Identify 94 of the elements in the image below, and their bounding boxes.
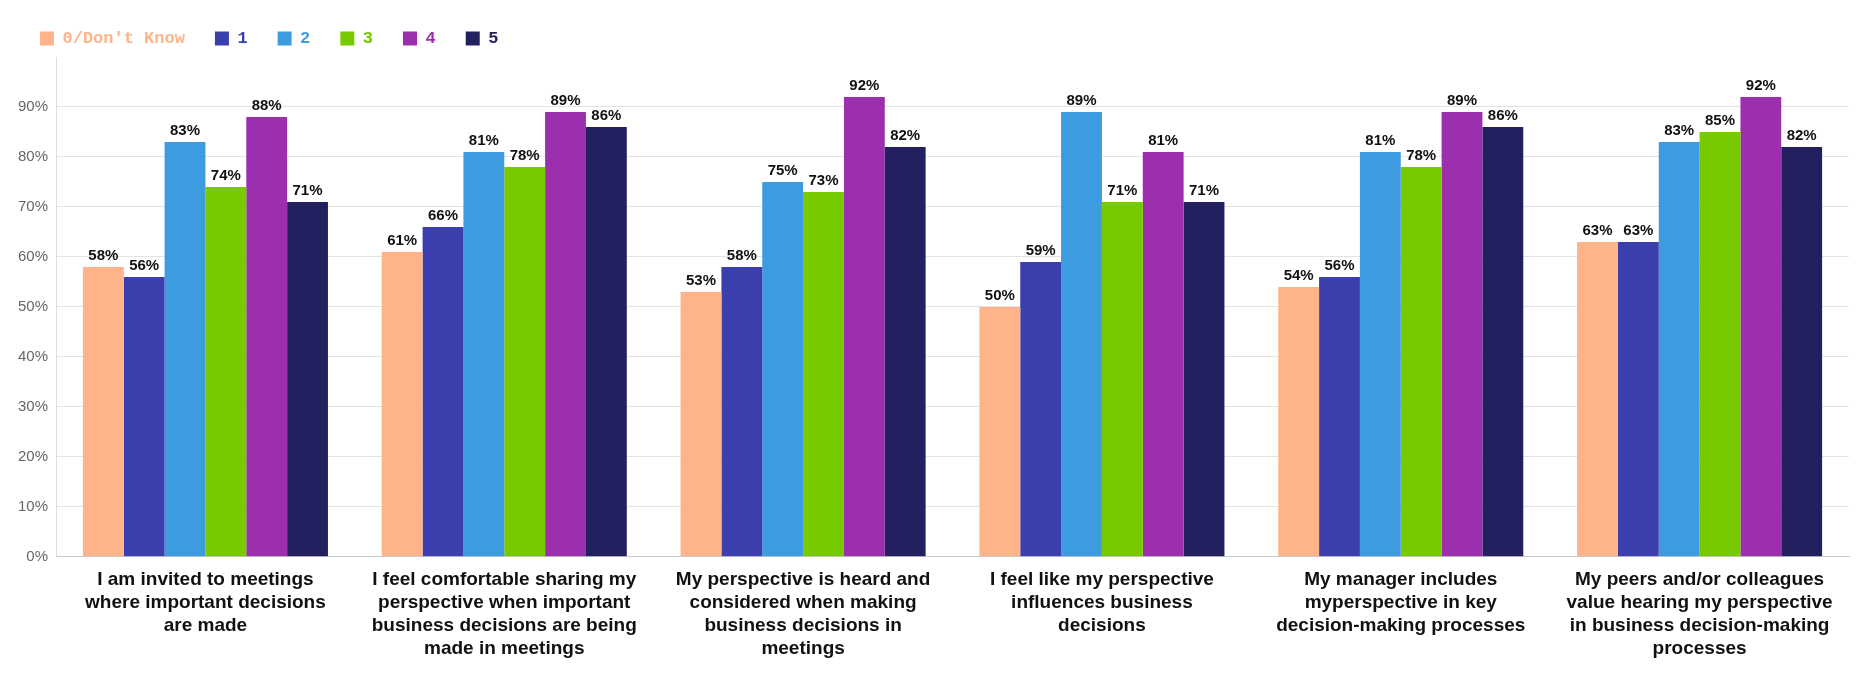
data-label: 85% (1704, 110, 1736, 128)
data-label: 89% (550, 90, 581, 108)
bar (82, 266, 124, 557)
data-label: 66% (427, 205, 459, 223)
x-tick-label: My manager includes myperspective in key decision-making processes (1276, 568, 1526, 636)
bar (123, 276, 165, 557)
data-label: 71% (1189, 180, 1220, 198)
data-label: 71% (292, 180, 323, 198)
data-label: 73% (808, 170, 839, 188)
y-tick-label: 40% (17, 347, 49, 365)
bar (843, 96, 885, 557)
bar (1020, 261, 1062, 557)
data-label: 81% (1365, 130, 1396, 148)
bar (1278, 286, 1320, 557)
bar (884, 146, 926, 557)
bar (545, 111, 586, 557)
bar (979, 306, 1021, 557)
bar (585, 126, 627, 557)
legend-label: 5 (488, 28, 499, 48)
data-label: 59% (1025, 240, 1056, 258)
bar (1482, 126, 1524, 557)
y-tick-label: 0% (26, 546, 49, 564)
x-tick-label: I feel comfortable sharing my perspective when important business decisions are being made in meetings (371, 568, 637, 658)
bar (1061, 111, 1102, 557)
data-label: 82% (890, 125, 921, 143)
bar (1781, 146, 1823, 557)
bar (1740, 96, 1782, 557)
x-tick-label: My perspective is heard and considered when making business decisions in meetings (675, 568, 931, 658)
y-tick-label: 30% (17, 397, 49, 414)
data-label: 63% (1582, 220, 1613, 238)
y-tick-label: 50% (17, 297, 49, 315)
bar (205, 186, 247, 557)
data-label: 56% (1324, 255, 1355, 273)
data-label: 89% (1447, 90, 1478, 108)
bar (1319, 276, 1360, 557)
data-label: 82% (1786, 125, 1817, 143)
bar (721, 266, 763, 557)
bar (1142, 151, 1184, 557)
y-tick-label: 20% (17, 446, 49, 464)
data-label: 78% (1406, 145, 1437, 163)
bar (422, 226, 464, 557)
data-label: 71% (1107, 180, 1138, 198)
data-label: 53% (685, 270, 717, 288)
bar (1577, 241, 1618, 557)
bar (504, 166, 546, 557)
y-tick-label: 70% (17, 197, 49, 215)
x-tick-label: I feel like my perspective influences business decisions (989, 568, 1214, 636)
data-label: 50% (984, 285, 1015, 303)
bar (1101, 201, 1143, 557)
bar (1441, 111, 1483, 557)
bar (680, 291, 722, 557)
data-label: 89% (1066, 90, 1097, 108)
legend-label: 4 (425, 28, 436, 48)
data-label: 83% (1664, 120, 1695, 138)
bar (287, 201, 328, 557)
data-label: 86% (591, 105, 622, 123)
legend-label: 1 (237, 28, 248, 48)
y-tick-label: 60% (17, 247, 49, 265)
legend-label: 2 (300, 28, 311, 48)
data-label: 54% (1283, 265, 1314, 283)
x-tick-label: I am invited to meetings where important decisions are made (84, 568, 326, 636)
bar (1359, 151, 1401, 557)
data-label: 92% (849, 75, 880, 93)
data-label: 61% (387, 230, 418, 248)
bar (1400, 166, 1442, 557)
data-label: 86% (1487, 105, 1518, 123)
data-label: 92% (1745, 75, 1776, 93)
data-label: 81% (468, 130, 499, 148)
data-label: 58% (726, 245, 757, 263)
bar (1658, 141, 1700, 557)
data-label: 83% (170, 120, 201, 138)
bar (1617, 241, 1659, 557)
data-label: 58% (88, 245, 119, 263)
y-tick-label: 80% (17, 147, 49, 165)
legend-label: 3 (362, 28, 374, 48)
legend-label: 0/Don't Know (62, 28, 186, 48)
bar (381, 251, 423, 557)
data-label: 74% (210, 165, 241, 183)
data-label: 88% (251, 95, 282, 113)
data-label: 56% (129, 255, 160, 273)
bar (463, 151, 505, 557)
bar (803, 191, 844, 557)
y-tick-label: 10% (17, 496, 49, 514)
bar (164, 141, 206, 557)
bar (762, 181, 804, 557)
data-label: 63% (1623, 220, 1654, 238)
bar (1183, 201, 1225, 557)
data-label: 78% (509, 145, 540, 163)
data-label: 75% (767, 160, 798, 178)
bar (1699, 131, 1741, 557)
x-tick-label: My peers and/or colleagues value hearing my perspective in business decision-making processes (1566, 568, 1833, 658)
y-tick-label: 90% (17, 97, 49, 115)
data-label: 81% (1148, 130, 1179, 148)
bar (246, 116, 288, 557)
